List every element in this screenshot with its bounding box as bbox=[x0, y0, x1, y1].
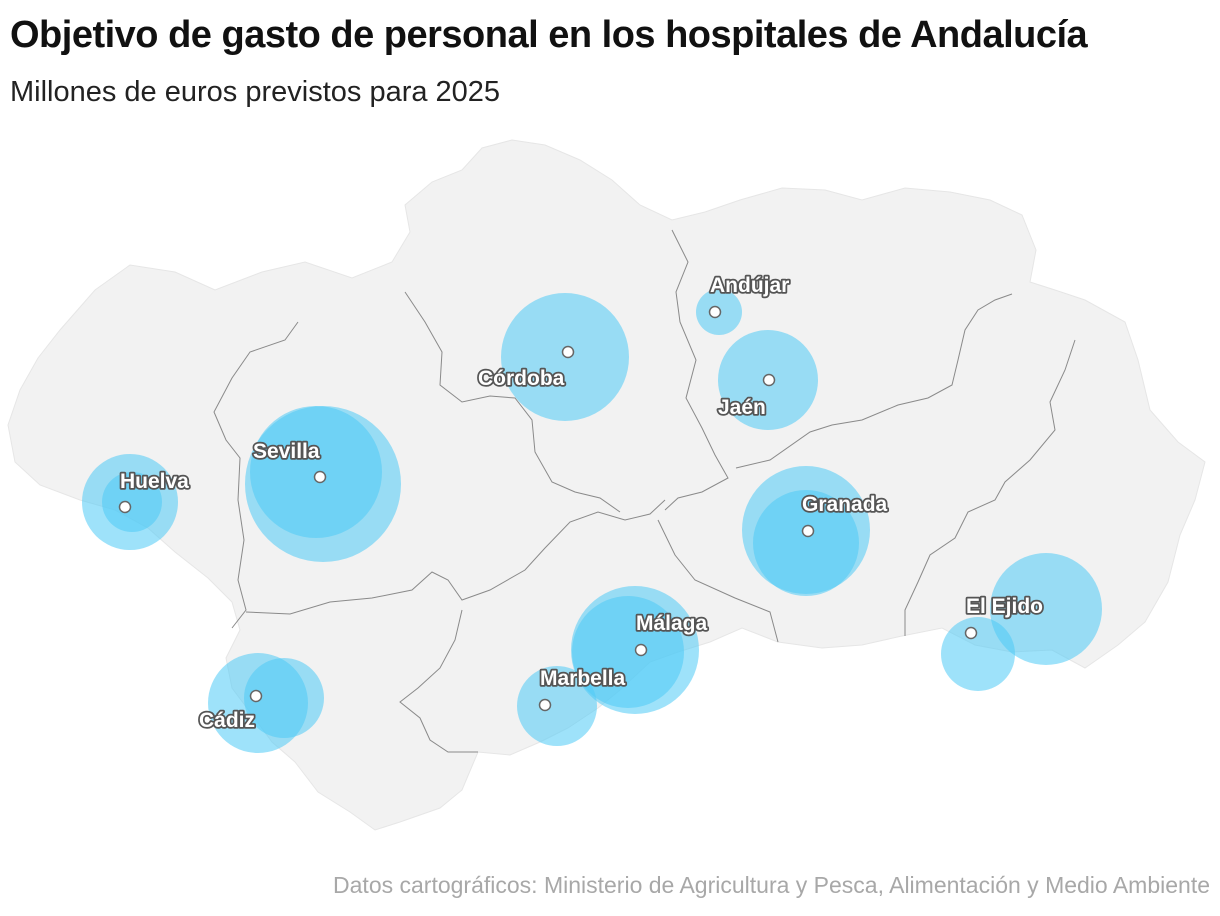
dot-cordoba bbox=[561, 345, 575, 359]
source-note: Datos cartográficos: Ministerio de Agric… bbox=[333, 872, 1210, 898]
bubble-cadiz-small bbox=[244, 658, 324, 738]
label-jaen: Jaén bbox=[718, 396, 766, 419]
dot-granada bbox=[801, 524, 815, 538]
label-granada: Granada bbox=[802, 493, 888, 516]
bubble-marbella bbox=[517, 666, 597, 746]
bubble-el-ejido-small bbox=[941, 617, 1015, 691]
dot-andujar bbox=[708, 305, 722, 319]
bubble-sevilla-small bbox=[250, 406, 382, 538]
province-borders bbox=[213, 229, 1076, 753]
dot-jaen bbox=[762, 373, 776, 387]
label-marbella: Marbella bbox=[540, 667, 626, 690]
map-subtitle: Millones de euros previstos para 2025 bbox=[10, 76, 501, 108]
dot-sevilla bbox=[313, 470, 327, 484]
city-dots bbox=[118, 305, 978, 712]
bubble-el-ejido-large bbox=[990, 553, 1102, 665]
label-cordoba: Córdoba bbox=[478, 367, 565, 390]
bubbles bbox=[82, 289, 1102, 753]
label-cadiz: Cádiz bbox=[199, 709, 255, 732]
bubble-malaga-small bbox=[572, 596, 684, 708]
label-el-ejido: El Ejido bbox=[966, 595, 1043, 618]
bubble-granada-small bbox=[753, 490, 859, 596]
label-malaga: Málaga bbox=[636, 612, 708, 635]
label-huelva: Huelva bbox=[120, 470, 189, 493]
city-labels: Huelva Sevilla Córdoba Andújar Jaén Gran… bbox=[118, 272, 1045, 734]
label-sevilla: Sevilla bbox=[253, 440, 320, 463]
dot-malaga bbox=[634, 643, 648, 657]
label-andujar: Andújar bbox=[710, 274, 789, 297]
bubble-huelva-small bbox=[102, 472, 162, 532]
dot-marbella bbox=[538, 698, 552, 712]
map-title: Objetivo de gasto de personal en los hos… bbox=[10, 14, 1088, 56]
dot-el-ejido bbox=[964, 626, 978, 640]
dot-cadiz bbox=[249, 689, 263, 703]
dot-huelva bbox=[118, 500, 132, 514]
